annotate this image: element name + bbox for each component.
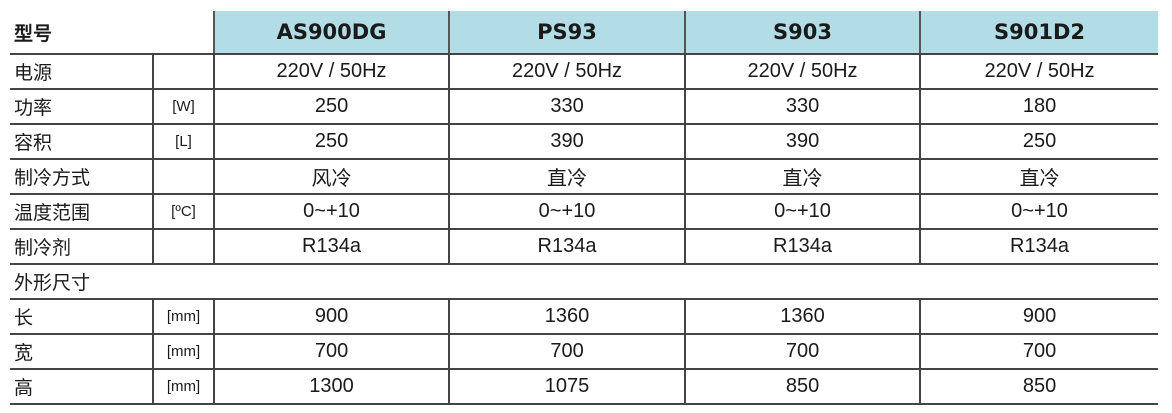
row-label: 制冷剂 xyxy=(10,229,153,265)
row-label: 高 xyxy=(10,369,153,405)
cell-value: 390 xyxy=(684,124,921,160)
table-row: 功率 [W] 250 330 330 180 xyxy=(10,89,1159,125)
cell-value: R134a xyxy=(448,229,686,265)
cell-value: 220V / 50Hz xyxy=(919,54,1159,90)
row-unit xyxy=(151,159,215,195)
cell-value: 700 xyxy=(919,334,1159,370)
section-label: 外形尺寸 xyxy=(10,264,1159,300)
table-row: 制冷剂 R134a R134a R134a R134a xyxy=(10,229,1159,265)
cell-value: 直冷 xyxy=(448,159,686,195)
model-header: PS93 xyxy=(448,11,686,55)
row-unit xyxy=(151,229,215,265)
model-header: S901D2 xyxy=(919,11,1159,55)
cell-value: 900 xyxy=(919,299,1159,335)
cell-value: R134a xyxy=(684,229,921,265)
cell-value: 700 xyxy=(448,334,686,370)
spec-table: 型号 AS900DG PS93 S903 S901D2 电源 220V / 50H… xyxy=(10,11,1159,405)
row-label: 功率 xyxy=(10,89,153,125)
cell-value: 直冷 xyxy=(919,159,1159,195)
row-label: 电源 xyxy=(10,54,153,90)
cell-value: 900 xyxy=(213,299,450,335)
row-unit: [mm] xyxy=(151,369,215,405)
cell-value: 1300 xyxy=(213,369,450,405)
header-row: 型号 AS900DG PS93 S903 S901D2 xyxy=(10,11,1159,55)
cell-value: 180 xyxy=(919,89,1159,125)
cell-value: 250 xyxy=(213,89,450,125)
cell-value: 330 xyxy=(448,89,686,125)
row-label: 长 xyxy=(10,299,153,335)
cell-value: 250 xyxy=(919,124,1159,160)
row-unit: [W] xyxy=(151,89,215,125)
table-row: 容积 [L] 250 390 390 250 xyxy=(10,124,1159,160)
cell-value: 220V / 50Hz xyxy=(684,54,921,90)
cell-value: 0~+10 xyxy=(213,194,450,230)
cell-value: 风冷 xyxy=(213,159,450,195)
table-row: 宽 [mm] 700 700 700 700 xyxy=(10,334,1159,370)
row-unit: [ºC] xyxy=(151,194,215,230)
cell-value: 1075 xyxy=(448,369,686,405)
cell-value: 700 xyxy=(684,334,921,370)
row-unit xyxy=(151,54,215,90)
row-label: 制冷方式 xyxy=(10,159,153,195)
section-row: 外形尺寸 xyxy=(10,264,1159,300)
cell-value: 0~+10 xyxy=(448,194,686,230)
cell-value: 1360 xyxy=(448,299,686,335)
model-header: AS900DG xyxy=(213,11,450,55)
table-row: 长 [mm] 900 1360 1360 900 xyxy=(10,299,1159,335)
row-label: 宽 xyxy=(10,334,153,370)
table-row: 制冷方式 风冷 直冷 直冷 直冷 xyxy=(10,159,1159,195)
row-unit: [L] xyxy=(151,124,215,160)
row-label: 温度范围 xyxy=(10,194,153,230)
cell-value: 250 xyxy=(213,124,450,160)
table-row: 高 [mm] 1300 1075 850 850 xyxy=(10,369,1159,405)
cell-value: 直冷 xyxy=(684,159,921,195)
table-row: 电源 220V / 50Hz 220V / 50Hz 220V / 50Hz 220V … xyxy=(10,54,1159,90)
cell-value: R134a xyxy=(919,229,1159,265)
cell-value: 0~+10 xyxy=(684,194,921,230)
table-row: 温度范围 [ºC] 0~+10 0~+10 0~+10 0~+10 xyxy=(10,194,1159,230)
cell-value: 330 xyxy=(684,89,921,125)
cell-value: 1360 xyxy=(684,299,921,335)
row-unit: [mm] xyxy=(151,334,215,370)
cell-value: 220V / 50Hz xyxy=(213,54,450,90)
cell-value: 390 xyxy=(448,124,686,160)
cell-value: 220V / 50Hz xyxy=(448,54,686,90)
cell-value: 0~+10 xyxy=(919,194,1159,230)
cell-value: 700 xyxy=(213,334,450,370)
model-header: S903 xyxy=(684,11,921,55)
row-label: 容积 xyxy=(10,124,153,160)
cell-value: 850 xyxy=(684,369,921,405)
model-label: 型号 xyxy=(10,11,215,55)
cell-value: R134a xyxy=(213,229,450,265)
cell-value: 850 xyxy=(919,369,1159,405)
row-unit: [mm] xyxy=(151,299,215,335)
